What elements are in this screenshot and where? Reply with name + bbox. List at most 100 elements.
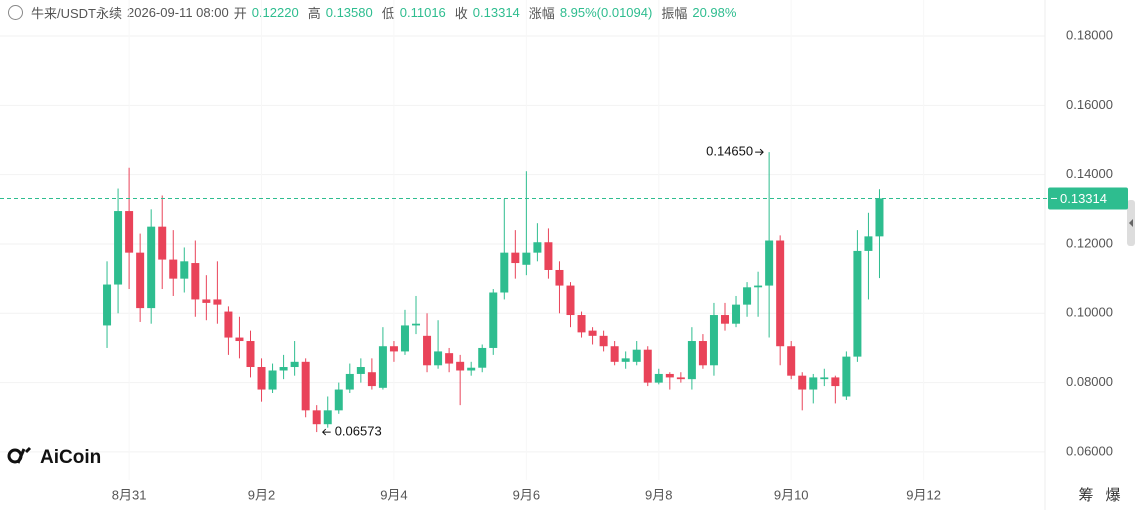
field-value: 8.95%(0.01094) (559, 5, 653, 20)
candle-body (378, 346, 387, 388)
candle-body (423, 335, 432, 366)
candle-body (588, 330, 597, 336)
field-value: 20.98% (692, 5, 737, 20)
candle-body (147, 226, 156, 309)
last-price-label: 0.13314 (1060, 191, 1107, 206)
candle-body (853, 250, 862, 357)
candle-body (754, 285, 763, 288)
candle-body (125, 211, 134, 253)
x-tick-label: 9月2 (248, 487, 275, 502)
logo-text: AiCoin (40, 447, 101, 468)
candle-body (224, 311, 233, 338)
candle-body (577, 315, 586, 333)
y-tick-label: 0.16000 (1066, 97, 1113, 112)
candle-body (412, 323, 421, 326)
x-tick-label: 8月31 (112, 487, 147, 502)
candle-body (246, 341, 255, 368)
candle-body (389, 346, 398, 352)
candle-body (665, 373, 674, 378)
candle-body (367, 372, 376, 387)
candle-body (169, 259, 178, 279)
field-value: 0.11016 (399, 5, 446, 20)
y-tick-label: 0.10000 (1066, 305, 1113, 320)
grid (0, 35, 1045, 453)
annotation-arrow (321, 428, 331, 436)
candle-body (511, 252, 520, 264)
candle-body (522, 252, 531, 265)
candle-body (268, 370, 277, 390)
candle-body (798, 375, 807, 390)
candle-body (213, 299, 222, 305)
candle-body (478, 347, 487, 368)
candle-body (687, 341, 696, 380)
candle-body (676, 377, 685, 380)
candle-body (831, 377, 840, 387)
candle-body (732, 304, 741, 324)
candle-body (776, 240, 785, 347)
tool[interactable]: 爆 (1105, 487, 1120, 504)
candle-body (820, 377, 829, 380)
field-label: 开 (233, 6, 247, 21)
candle-body (555, 269, 564, 286)
y-tick-label: 0.12000 (1066, 235, 1113, 250)
candle-body (566, 285, 575, 316)
candle-body (621, 358, 630, 362)
candle-body (765, 240, 774, 286)
x-tick-label: 9月8 (645, 487, 672, 502)
candle-body (334, 389, 343, 411)
annotation-arrow (755, 148, 764, 156)
symbol: 牛来/USDT永续 (31, 6, 123, 21)
candle-body (445, 353, 454, 364)
x-tick-label: 9月4 (380, 487, 407, 502)
field-label: 收 (454, 6, 468, 21)
candle-body (632, 349, 641, 362)
y-tick-label: 0.08000 (1066, 374, 1113, 389)
candle-body (114, 211, 123, 285)
candle-body (103, 284, 112, 326)
tool[interactable]: 筹 (1078, 487, 1093, 504)
candle-body (235, 337, 244, 342)
candle-body (599, 335, 608, 347)
candle-body (809, 377, 818, 390)
candle-body (864, 236, 873, 251)
candle-body (180, 261, 189, 279)
candle-body (698, 341, 707, 366)
candle-body (743, 287, 752, 305)
candle-body (720, 315, 729, 324)
toggle-icon[interactable] (8, 5, 23, 20)
candle-body (456, 361, 465, 371)
candle-body (158, 226, 167, 260)
candle-body (654, 373, 663, 383)
candle-body (500, 252, 509, 293)
logo (7, 446, 32, 464)
candle-body (643, 349, 652, 383)
handle-arrow (1129, 219, 1133, 227)
x-tick-label: 9月6 (513, 487, 540, 502)
candle-body (301, 361, 310, 411)
candle-body (544, 242, 553, 270)
candle-body (467, 367, 476, 371)
y-tick-label: 0.14000 (1066, 166, 1113, 181)
field-value: 0.13314 (472, 5, 520, 20)
candle-body (356, 367, 365, 374)
candle-body (489, 292, 498, 348)
field-label: 低 (381, 6, 395, 21)
candle-body (400, 325, 409, 352)
candle-body (191, 263, 200, 300)
candle-body (323, 410, 332, 425)
candle-body (312, 410, 321, 425)
candle-body (709, 315, 718, 366)
candle-body (257, 367, 266, 390)
candle-body (136, 252, 145, 309)
candle-body (434, 351, 443, 366)
field-label: 涨幅 (528, 6, 555, 21)
last-price-tag (1048, 187, 1128, 210)
x-tick-label: 9月10 (774, 487, 809, 502)
candle-body (345, 373, 354, 390)
candle-body (787, 346, 796, 376)
candle-body (290, 361, 299, 368)
candle-body (533, 242, 542, 253)
field-label: 高 (307, 6, 321, 21)
